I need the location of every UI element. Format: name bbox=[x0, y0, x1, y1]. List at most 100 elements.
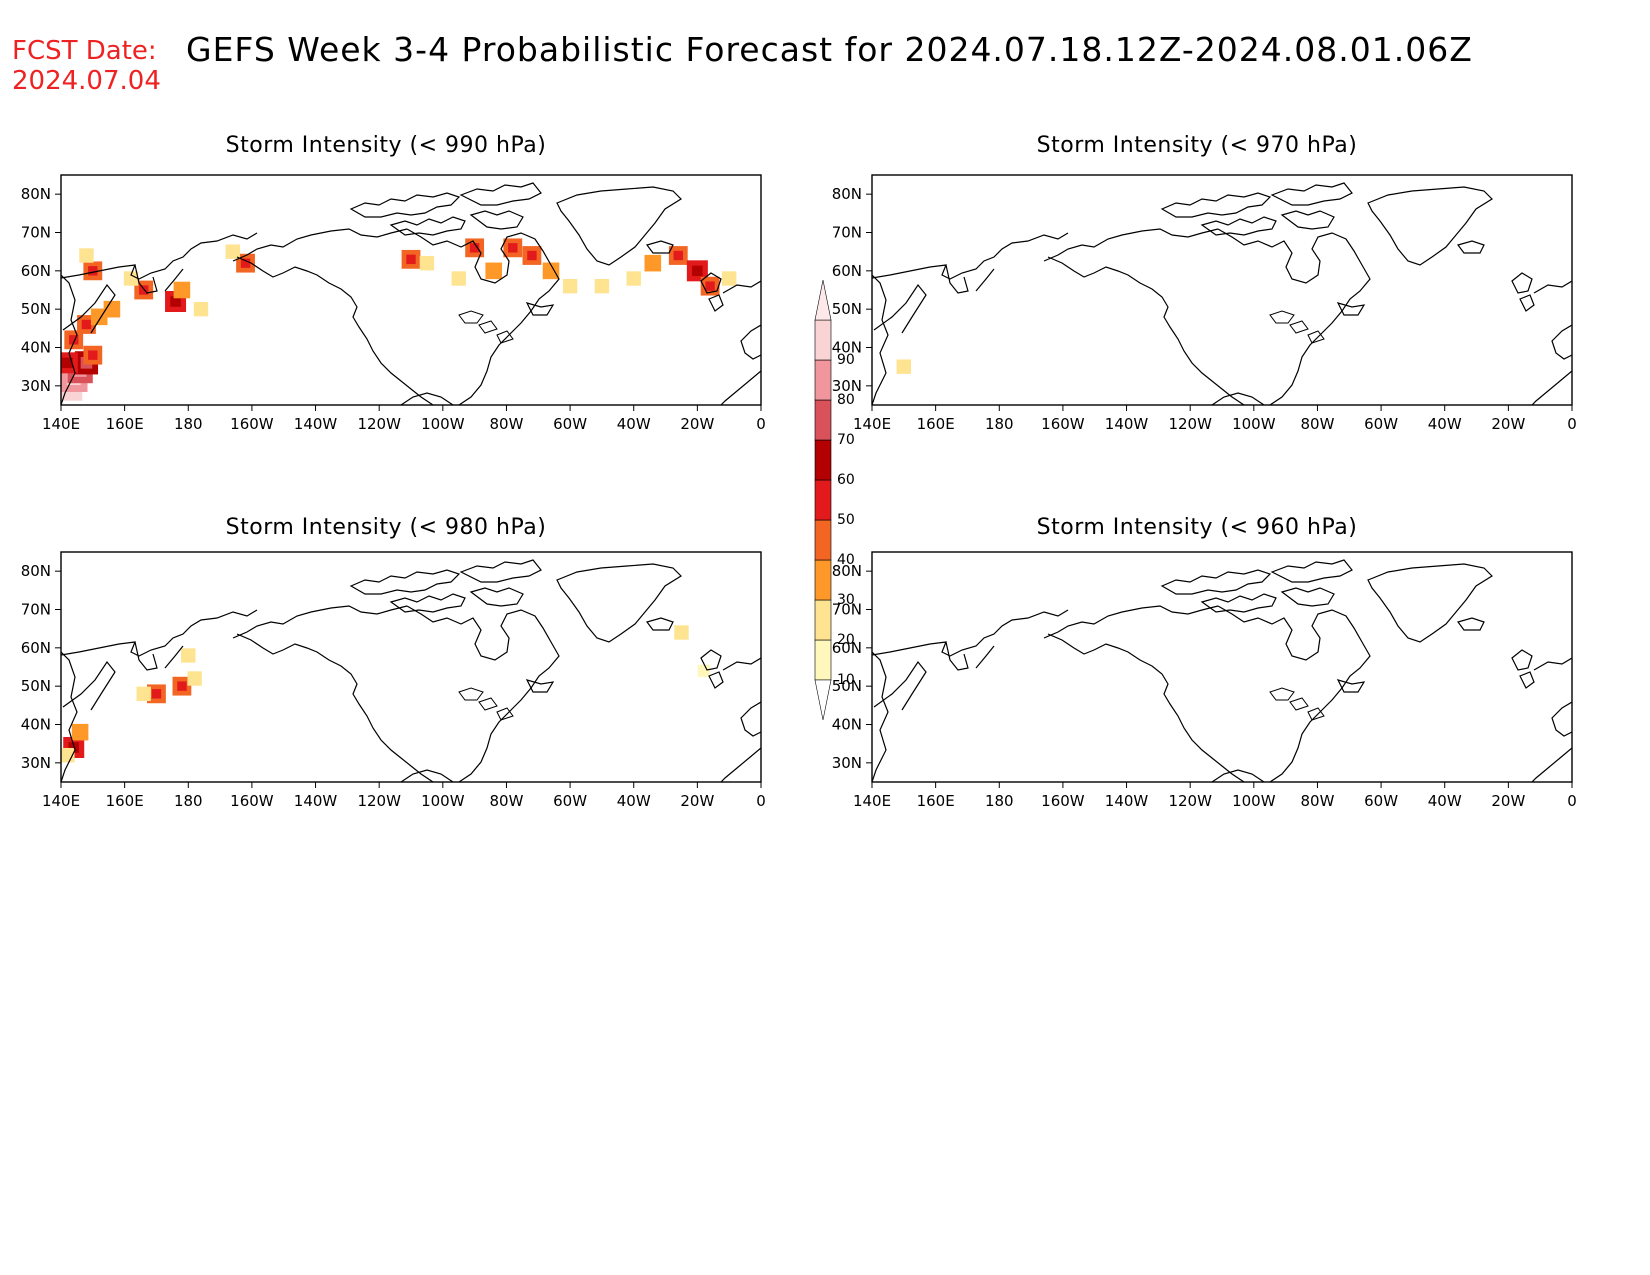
lon-tick-label: 80W bbox=[1300, 415, 1334, 433]
lon-tick-label: 60W bbox=[1364, 792, 1398, 810]
probability-cell bbox=[79, 248, 94, 263]
probability-core bbox=[527, 250, 537, 261]
lat-tick-label: 50N bbox=[21, 300, 51, 318]
lat-tick-label: 80N bbox=[21, 185, 51, 203]
lon-tick-label: 0 bbox=[1567, 792, 1577, 810]
colorbar-swatch bbox=[814, 559, 832, 601]
probability-core bbox=[88, 350, 98, 360]
lon-tick-label: 40W bbox=[617, 415, 651, 433]
colorbar-label: 10 bbox=[837, 672, 855, 688]
map-frame bbox=[60, 174, 762, 406]
probability-core bbox=[81, 319, 92, 330]
coastline bbox=[872, 559, 1572, 782]
lat-tick-label: 70N bbox=[832, 224, 862, 242]
panel-title-980: Storm Intensity (< 980 hPa) bbox=[225, 515, 547, 540]
map-panel: 140E 160E 180 160W 140W 120W 100W 80W 60W 40W 20W 0… bbox=[832, 551, 1577, 810]
probability-core bbox=[69, 335, 79, 345]
probability-core bbox=[151, 689, 162, 699]
lon-tick-label: 40W bbox=[617, 792, 651, 810]
probability-core bbox=[88, 266, 98, 276]
lon-tick-label: 20W bbox=[680, 415, 714, 433]
lat-tick-label: 70N bbox=[21, 601, 51, 619]
lat-tick-label: 60N bbox=[832, 639, 862, 657]
colorbar-label: 50 bbox=[837, 512, 855, 528]
lon-tick-label: 160W bbox=[1041, 415, 1085, 433]
colorbar-swatch bbox=[814, 399, 832, 441]
probability-cell bbox=[594, 278, 610, 294]
lon-tick-label: 40W bbox=[1428, 415, 1462, 433]
colorbar-label: 80 bbox=[837, 392, 855, 408]
colorbar-label: 70 bbox=[837, 432, 855, 448]
lat-tick-label: 40N bbox=[832, 339, 862, 357]
lon-tick-label: 180 bbox=[174, 792, 203, 810]
lon-tick-label: 160W bbox=[230, 415, 274, 433]
map-frame bbox=[871, 174, 1573, 406]
probability-core bbox=[240, 258, 251, 268]
lon-tick-label: 160W bbox=[1041, 792, 1085, 810]
probability-core bbox=[406, 254, 416, 265]
lon-tick-label: 100W bbox=[1232, 415, 1276, 433]
lon-tick-label: 100W bbox=[421, 792, 465, 810]
map-frame bbox=[60, 551, 762, 783]
lon-tick-label: 40W bbox=[1428, 792, 1462, 810]
probability-core bbox=[673, 250, 683, 261]
lon-tick-label: 160E bbox=[917, 415, 955, 433]
probability-cell bbox=[225, 244, 241, 259]
probability-cell bbox=[187, 671, 202, 686]
probability-core bbox=[705, 281, 715, 291]
lon-tick-label: 80W bbox=[489, 415, 523, 433]
lat-tick-label: 80N bbox=[832, 562, 862, 580]
lon-tick-label: 120W bbox=[1168, 792, 1212, 810]
coastline bbox=[61, 559, 761, 782]
probability-cell bbox=[181, 648, 196, 663]
panel-title-970: Storm Intensity (< 970 hPa) bbox=[1036, 133, 1358, 158]
lon-tick-label: 160E bbox=[917, 792, 955, 810]
lat-tick-label: 80N bbox=[21, 562, 51, 580]
lon-tick-label: 120W bbox=[357, 792, 401, 810]
probability-core bbox=[170, 296, 181, 307]
probability-cell bbox=[644, 254, 662, 272]
probability-core bbox=[177, 681, 187, 691]
page-title: GEFS Week 3-4 Probabilistic Forecast for… bbox=[186, 30, 1473, 69]
colorbar-label: 90 bbox=[837, 352, 855, 368]
coastline bbox=[872, 182, 1572, 405]
lon-tick-label: 160E bbox=[106, 415, 144, 433]
lat-tick-label: 70N bbox=[832, 601, 862, 619]
lon-tick-label: 140E bbox=[853, 415, 891, 433]
lat-tick-label: 60N bbox=[21, 639, 51, 657]
lon-tick-label: 140E bbox=[42, 792, 80, 810]
probability-cell bbox=[123, 271, 139, 286]
lat-tick-label: 70N bbox=[21, 224, 51, 242]
colorbar-swatch bbox=[814, 319, 832, 361]
lon-tick-label: 60W bbox=[1364, 415, 1398, 433]
colorbar-label: 40 bbox=[837, 552, 855, 568]
colorbar-label: 20 bbox=[837, 632, 855, 648]
lat-tick-label: 30N bbox=[832, 377, 862, 395]
colorbar-arrow-bottom bbox=[814, 679, 832, 721]
lon-tick-label: 20W bbox=[680, 792, 714, 810]
map-panel: 140E 160E 180 160W 140W 120W 100W 80W 60W 40W 20W 0… bbox=[832, 174, 1577, 433]
lat-tick-label: 50N bbox=[832, 300, 862, 318]
lon-tick-label: 180 bbox=[985, 415, 1014, 433]
lat-tick-label: 80N bbox=[832, 185, 862, 203]
lon-tick-label: 140W bbox=[1105, 792, 1149, 810]
colorbar-swatch bbox=[814, 439, 832, 481]
probability-cell bbox=[542, 262, 560, 280]
probability-cell bbox=[451, 271, 466, 286]
probability-cell bbox=[103, 300, 121, 318]
lon-tick-label: 20W bbox=[1491, 792, 1525, 810]
lon-tick-label: 180 bbox=[174, 415, 203, 433]
probability-core bbox=[469, 243, 480, 253]
lat-tick-label: 60N bbox=[832, 262, 862, 280]
lon-tick-label: 80W bbox=[1300, 792, 1334, 810]
lon-tick-label: 160E bbox=[106, 792, 144, 810]
probability-cell bbox=[136, 686, 151, 702]
lon-tick-label: 140W bbox=[294, 415, 338, 433]
colorbar-label: 30 bbox=[837, 592, 855, 608]
colorbar: 10 20 30 40 50 60 70 80 90 bbox=[814, 279, 855, 721]
lon-tick-label: 160W bbox=[230, 792, 274, 810]
lon-tick-label: 140E bbox=[42, 415, 80, 433]
probability-cell bbox=[71, 723, 89, 741]
colorbar-arrow-top bbox=[814, 279, 832, 321]
